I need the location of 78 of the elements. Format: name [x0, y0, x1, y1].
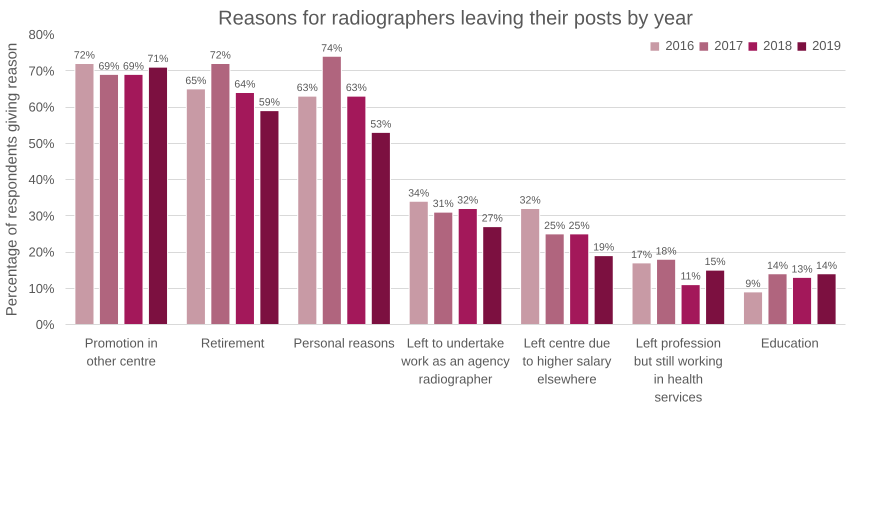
bar [370, 132, 391, 324]
bar [544, 233, 565, 324]
y-axis-title: Percentage of respondents giving reason [3, 42, 20, 316]
data-label: 63% [346, 82, 367, 94]
x-tick-label: Left profession but still working in health services [634, 336, 723, 404]
y-tick-label: 0% [36, 317, 55, 332]
x-tick-label: Promotion in other centre [84, 336, 158, 368]
data-label: 31% [432, 198, 454, 210]
bar [680, 284, 701, 324]
bar [322, 56, 342, 324]
y-tick-label: 70% [28, 63, 55, 78]
y-tick-label: 60% [28, 100, 55, 114]
data-label: 59% [258, 96, 280, 109]
x-tick-label: Left to undertake work as an agency radiographer [400, 336, 510, 386]
data-label: 27% [482, 212, 503, 225]
bar [632, 262, 652, 324]
x-tick-label: Retirement [200, 336, 265, 350]
bar [408, 200, 429, 324]
data-label: 32% [520, 194, 541, 206]
data-label: 9% [745, 278, 761, 290]
data-label: 32% [457, 194, 478, 206]
data-label: 13% [792, 263, 813, 276]
bar [767, 273, 788, 324]
data-label: 17% [631, 248, 652, 261]
bar [816, 273, 837, 324]
bar [346, 96, 366, 324]
bar [569, 233, 590, 324]
data-label: 53% [370, 118, 392, 130]
y-tick-label: 40% [28, 172, 55, 187]
bar [148, 66, 168, 324]
bar [123, 74, 144, 324]
bar [433, 212, 454, 324]
bar [742, 291, 764, 324]
bar [297, 96, 318, 324]
data-label: 65% [185, 74, 206, 87]
bar [234, 92, 255, 324]
data-label: 18% [656, 245, 677, 258]
x-tick-label: Education [760, 336, 819, 350]
bar [656, 258, 676, 324]
chart-title: Reasons for radiographers leaving their posts by year [218, 8, 694, 30]
bar [482, 226, 502, 324]
legend-label: 2016 [665, 38, 694, 53]
legend-label: 2019 [812, 38, 841, 53]
data-label: 69% [122, 60, 144, 72]
bar [520, 208, 540, 324]
x-tick-label: Left centre due to higher salary elsewhere [522, 336, 612, 386]
x-tick-label: Personal reasons [293, 336, 396, 350]
y-tick-label: 20% [28, 244, 55, 260]
data-label: 11% [680, 270, 701, 283]
data-label: 63% [296, 82, 318, 94]
bar [594, 255, 614, 324]
y-tick-label: 30% [28, 208, 55, 224]
y-tick-label: 50% [28, 136, 55, 151]
bar [98, 74, 120, 324]
data-label: 15% [704, 256, 726, 268]
data-label: 25% [568, 220, 590, 232]
bar [792, 276, 812, 324]
legend-label: 2017 [714, 38, 744, 53]
data-label: 14% [767, 260, 788, 272]
bar [74, 63, 95, 324]
data-label: 34% [408, 187, 430, 200]
data-label: 25% [544, 220, 566, 232]
data-label: 19% [593, 242, 614, 254]
data-label: 64% [234, 78, 256, 90]
bar [186, 88, 206, 324]
bar [210, 63, 230, 324]
data-label: 69% [98, 60, 120, 72]
data-label: 72% [74, 50, 95, 62]
data-label: 14% [816, 260, 838, 272]
bar [705, 270, 726, 324]
bar [259, 110, 280, 324]
data-label: 74% [321, 42, 342, 54]
bar [458, 208, 478, 324]
y-tick-label: 10% [28, 280, 55, 296]
legend-label: 2018 [763, 38, 792, 53]
data-label: 72% [210, 50, 231, 62]
data-label: 71% [147, 53, 168, 66]
y-tick-label: 80% [28, 27, 55, 42]
